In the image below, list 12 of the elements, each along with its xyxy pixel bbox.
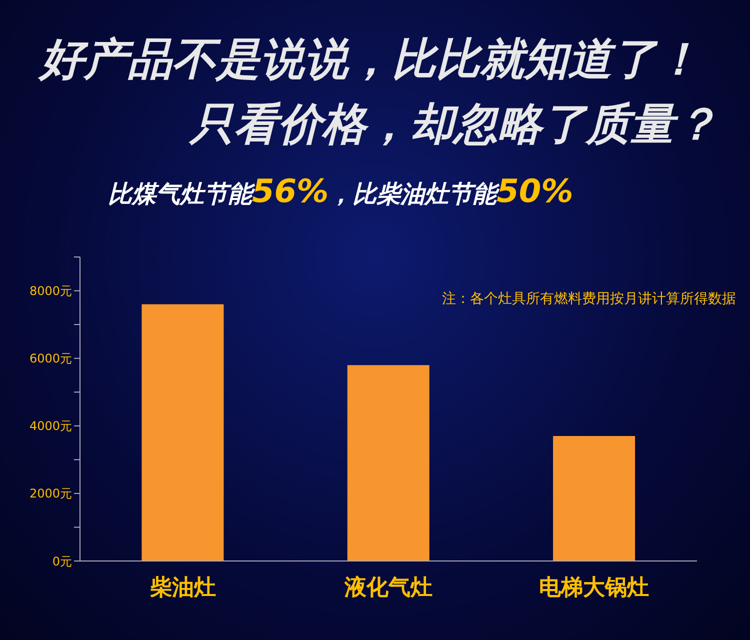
text: 比煤气灶节能56%，比柴油灶节能50% (108, 172, 574, 210)
y-tick-label: 0元 (52, 554, 72, 568)
y-tick-label: 8000元 (29, 284, 72, 298)
annotation: 注：各个灶具所有燃料费用按月讲计算所得数据 (442, 290, 736, 308)
x-tick-label: 柴油灶 (148, 576, 216, 601)
x-tick-label: 液化气灶 (344, 574, 432, 601)
x-tick-label: 电梯大锅灶 (539, 576, 650, 601)
y-tick-label: 2000元 (29, 486, 72, 501)
chart-subtitle: 只看价格，却忽略了质量？ (190, 98, 718, 152)
y-tick-label: 6000元 (29, 352, 72, 366)
y-tick-label: 4000元 (29, 419, 72, 434)
chart-title: 好产品不是说说，比比就知道了！ (40, 33, 700, 87)
